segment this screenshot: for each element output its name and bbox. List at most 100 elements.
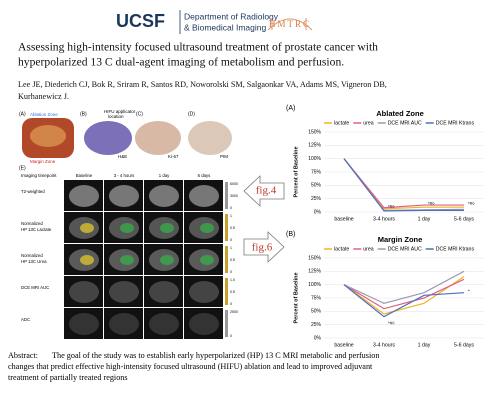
label: Imaging timepoint [21, 173, 57, 178]
y-axis-label: Percent of Baseline [293, 146, 299, 197]
series-line [343, 276, 465, 315]
colorbar-label: 0 [230, 238, 232, 242]
y-tick-label: 125% [308, 269, 321, 275]
legend-label: lactate [334, 120, 349, 126]
panel-label: (B) [80, 111, 87, 117]
image-overlay [200, 223, 214, 233]
series-line [343, 158, 465, 212]
arrow-label: fig.4 [256, 185, 277, 197]
annotation: *#◊ [468, 201, 475, 206]
y-tick-label: 150% [308, 255, 321, 261]
colorbar-label: 0 [230, 270, 232, 274]
label: Ablation Zone [30, 112, 58, 117]
x-tick-label: 5-6 days [454, 342, 474, 348]
colorbar [225, 310, 228, 337]
colorbar-label: 3000 [230, 194, 238, 198]
chart-title: Margin Zone [378, 235, 423, 244]
row-label: ADC [21, 317, 30, 322]
y-tick-label: 0% [314, 335, 322, 341]
y-tick-label: 75% [311, 169, 322, 175]
colorbar [225, 246, 228, 273]
logo: UCSF [116, 11, 165, 31]
y-tick-label: 0% [314, 209, 322, 215]
row-label: HP 13C Lactate [21, 227, 52, 232]
series-line [343, 158, 464, 210]
annotation: *#◊ [428, 201, 435, 206]
partner-logo: HMTRC [269, 19, 311, 29]
legend-label: DCE MRI Ktrans [436, 246, 475, 252]
y-axis-label: Percent of Baseline [293, 272, 299, 323]
abstract: The goal of the study was to establish e… [52, 351, 379, 360]
chart-title: Ablated Zone [376, 109, 424, 118]
image-grid: Baseline 3 - 4 hours 1 day 6 days T2-weighte… [21, 173, 238, 339]
label: Margin Zone [30, 159, 56, 164]
y-tick-label: 100% [308, 282, 321, 288]
authors: Lee JE, Diederich CJ, Bok R, Sriram R, S… [18, 80, 387, 89]
colorbar-label: 2500 [230, 310, 238, 314]
image [84, 121, 132, 155]
title: hyperpolarized 13 C dual-agent imaging o… [18, 56, 344, 69]
y-tick-label: 150% [308, 129, 321, 135]
legend-label: urea [363, 120, 373, 126]
label: location [108, 114, 124, 119]
label: H&E [118, 154, 127, 159]
image [189, 185, 219, 207]
department: & Biomedical Imaging [184, 22, 266, 32]
y-tick-label: 50% [311, 183, 322, 189]
image-overlay [80, 223, 94, 233]
y-tick-label: 25% [311, 322, 322, 328]
image [109, 313, 139, 335]
partner-bridge [267, 18, 313, 31]
image [69, 281, 99, 303]
x-tick-label: baseline [334, 216, 353, 222]
image [189, 313, 219, 335]
image [135, 121, 181, 155]
image [189, 281, 219, 303]
row-label: DCE MRI AUC [21, 285, 49, 290]
row-label: T2-weighted [21, 189, 45, 194]
image [188, 121, 232, 155]
row-label: Normalized [21, 253, 43, 258]
panel-label: (D) [188, 111, 195, 117]
annotation: *#◊ [388, 320, 395, 325]
x-tick-label: 5-6 days [454, 216, 474, 222]
series-line [343, 158, 464, 212]
colorbar-label: 0.5 [230, 226, 235, 230]
series-line [343, 284, 465, 318]
column-label: 1 day [159, 173, 170, 178]
colorbar [225, 214, 228, 241]
abstract: changes that predict effective high-inte… [8, 362, 373, 371]
abstract-label: Abstract: [8, 351, 38, 360]
image-overlay [160, 255, 174, 265]
column-label: Baseline [76, 173, 93, 178]
series-line [343, 278, 465, 310]
x-tick-label: 3-4 hours [373, 216, 395, 222]
image [69, 313, 99, 335]
image [109, 185, 139, 207]
colorbar-label: 1.0 [230, 278, 235, 282]
image-overlay [120, 223, 134, 233]
y-tick-label: 25% [311, 196, 322, 202]
y-tick-label: 75% [311, 295, 322, 301]
image [109, 281, 139, 303]
image-overlay [160, 223, 174, 233]
x-tick-label: 3-4 hours [373, 342, 395, 348]
colorbar [225, 278, 228, 305]
panel-label: (A) [286, 105, 295, 112]
title: Assessing high-intensity focused ultraso… [18, 41, 378, 54]
column-label: 3 - 4 hours [114, 173, 135, 178]
abstract: treatment of partially treated regions [8, 373, 128, 382]
column-label: 6 days [198, 173, 211, 178]
legend-label: DCE MRI AUC [388, 120, 422, 126]
legend-label: urea [363, 246, 373, 252]
series-line [343, 270, 465, 304]
y-tick-label: 50% [311, 309, 322, 315]
legend-label: lactate [334, 246, 349, 252]
arrow-label: fig.6 [252, 242, 273, 254]
legend-label: DCE MRI Ktrans [436, 120, 475, 126]
charts: (A) Ablated Zone lactate urea DCE MRI AUC DCE… [286, 105, 484, 348]
x-tick-label: 1 day [418, 342, 431, 348]
department: Department of Radiology [184, 11, 279, 21]
arrow-shape [243, 231, 285, 263]
